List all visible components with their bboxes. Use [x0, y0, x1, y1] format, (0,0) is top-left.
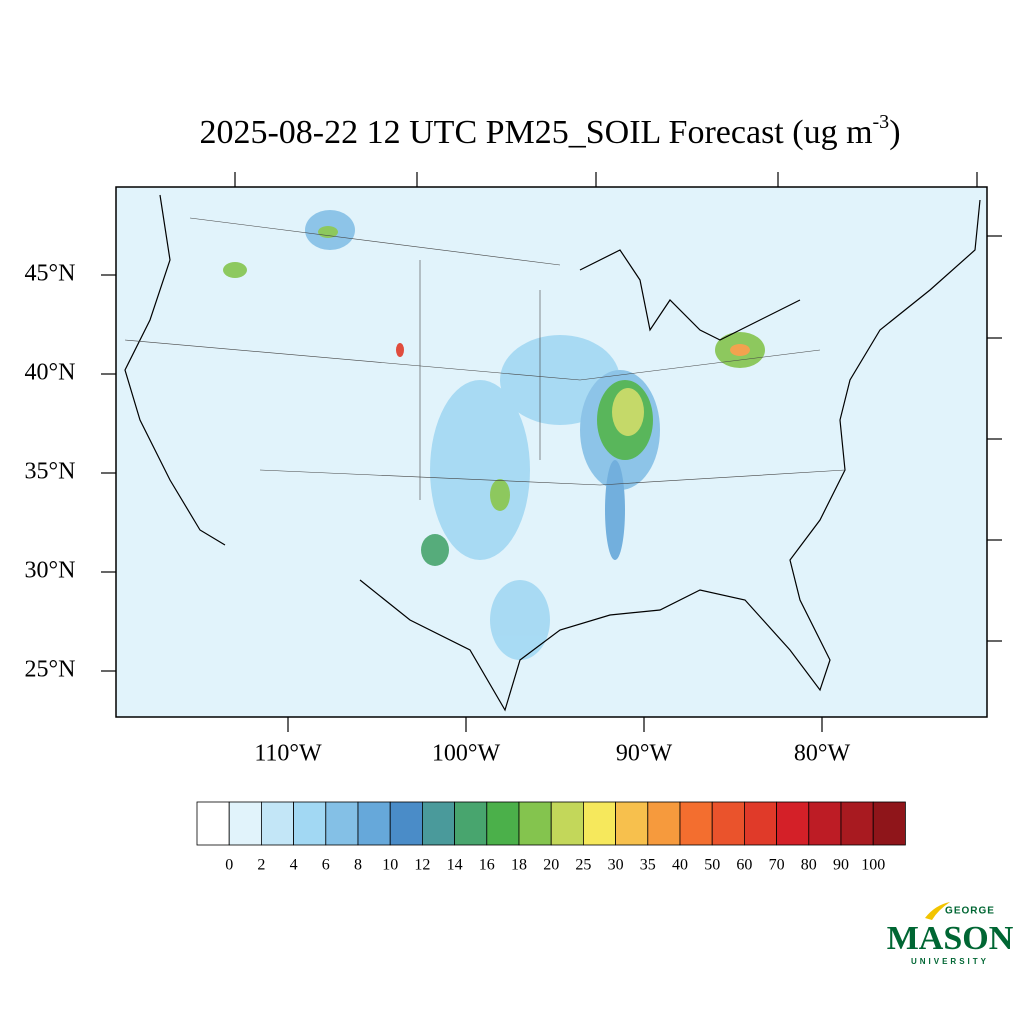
colorbar-label: 35	[640, 857, 656, 874]
colorbar-swatch	[421, 801, 455, 846]
logo: GEORGE MASON UNIVERSITY	[887, 902, 1014, 966]
colorbar-label: 10	[382, 857, 398, 874]
colorbar-label: 100	[861, 857, 885, 874]
colorbar-swatch	[228, 801, 262, 846]
colorbar-swatch	[550, 801, 584, 846]
title-text: 2025-08-22 12 UTC PM25_SOIL Forecast (ug…	[199, 114, 872, 151]
colorbar-label: 16	[479, 857, 495, 874]
colorbar-swatch	[454, 801, 488, 846]
colorbar-label: 40	[672, 857, 688, 874]
colorbar-label: 14	[447, 857, 463, 874]
title: 2025-08-22 12 UTC PM25_SOIL Forecast (ug…	[199, 111, 900, 151]
colorbar-swatch	[357, 801, 391, 846]
frame-ticks	[101, 172, 1002, 732]
lon-label: 110°W	[254, 741, 322, 767]
colorbar-swatch	[583, 801, 617, 846]
colorbar-swatch	[776, 801, 810, 846]
colorbar-label: 30	[608, 857, 624, 874]
colorbar-label: 0	[225, 857, 233, 874]
lon-labels: 110°W 100°W 90°W 80°W	[254, 741, 850, 767]
colorbar-swatch	[389, 801, 423, 846]
logo-top: GEORGE	[945, 906, 995, 917]
colorbar-label: 50	[704, 857, 720, 874]
colorbar-swatch	[647, 801, 681, 846]
colorbar-label: 12	[414, 857, 430, 874]
colorbar-label: 25	[575, 857, 591, 874]
colorbar-label: 8	[354, 857, 362, 874]
title-superscript: -3	[873, 111, 890, 133]
title-close: )	[889, 114, 900, 151]
lat-label: 45°N	[25, 261, 76, 287]
lat-labels: 45°N 40°N 35°N 30°N 25°N	[25, 261, 76, 683]
lat-label: 40°N	[25, 360, 76, 386]
colorbar-swatch	[872, 801, 906, 846]
colorbar-label: 4	[290, 857, 298, 874]
colorbar-label: 20	[543, 857, 559, 874]
colorbar-label: 80	[801, 857, 817, 874]
colorbar-swatch	[840, 801, 874, 846]
lon-label: 90°W	[616, 741, 673, 767]
concentration-areas	[223, 210, 765, 660]
colorbar-swatch	[518, 801, 552, 846]
colorbar-swatch	[486, 801, 520, 846]
map: 45°N 40°N 35°N 30°N 25°N 110°W 100°W 90°W 80°W	[25, 172, 1002, 767]
colorbar-label: 6	[322, 857, 330, 874]
lat-label: 30°N	[25, 558, 76, 584]
colorbar-label: 70	[769, 857, 785, 874]
lon-label: 80°W	[794, 741, 851, 767]
coastlines	[124, 194, 981, 712]
lat-label: 25°N	[25, 657, 76, 683]
logo-flame	[925, 902, 950, 920]
colorbar-swatch	[196, 801, 230, 846]
colorbar-swatch	[711, 801, 745, 846]
colorbar-label: 90	[833, 857, 849, 874]
lat-label: 35°N	[25, 459, 76, 485]
colorbar-swatch	[615, 801, 649, 846]
colorbar-swatch	[744, 801, 778, 846]
colorbar-swatch	[325, 801, 359, 846]
colorbar-label: 2	[257, 857, 265, 874]
lon-label: 100°W	[432, 741, 501, 767]
map-frame	[115, 186, 988, 718]
colorbar-swatch	[260, 801, 294, 846]
colorbar-label: 18	[511, 857, 527, 874]
colorbar-swatch	[293, 801, 327, 846]
logo-bottom: UNIVERSITY	[911, 957, 989, 966]
colorbar-label: 60	[736, 857, 752, 874]
colorbar-swatch	[679, 801, 713, 846]
borders	[124, 217, 846, 500]
logo-main: MASON	[887, 920, 1014, 957]
map-background	[116, 187, 987, 717]
colorbar-swatch	[808, 801, 842, 846]
colorbar: 0 2 4 6 8 10 12 14 16 18 20 25 30 35 40 50 60 70 80 90 100	[196, 801, 906, 874]
